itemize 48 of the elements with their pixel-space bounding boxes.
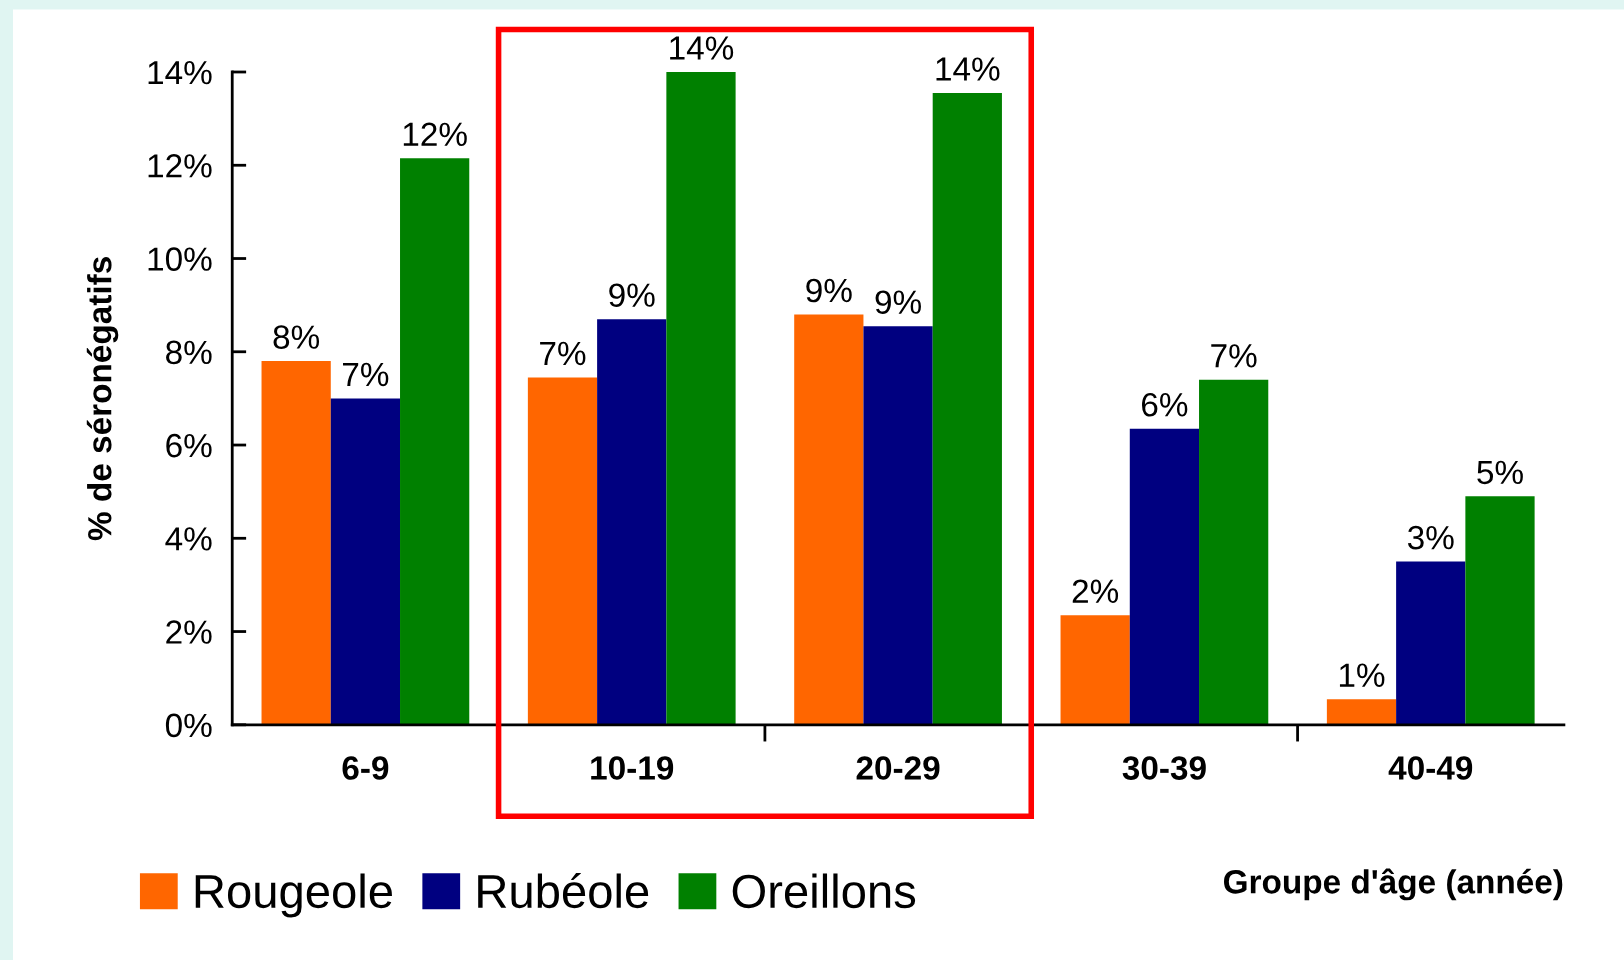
bar: [932, 92, 1002, 725]
bar: [863, 326, 933, 725]
y-tick-label: 6%: [166, 433, 212, 458]
data-label: 2%: [1072, 579, 1119, 603]
x-tick-label: 40-49: [1388, 756, 1473, 780]
bar: [527, 377, 598, 725]
data-label: 9%: [806, 278, 852, 303]
legend-label: Rubéole: [478, 872, 649, 909]
data-label: 7%: [540, 341, 586, 366]
x-tick-label: 30-39: [1122, 756, 1206, 780]
legend-label: Oreillons: [732, 873, 916, 909]
bar: [1129, 428, 1200, 725]
x-tick-label: 6-9: [342, 756, 389, 780]
y-tick-label: 14%: [148, 60, 212, 85]
x-axis-title: Groupe d'âge (année): [1224, 868, 1563, 901]
bar: [1060, 615, 1130, 725]
data-label: 7%: [343, 362, 389, 387]
y-tick-label: 0%: [165, 713, 212, 738]
data-label: 9%: [609, 283, 655, 307]
data-label: 14%: [936, 57, 1000, 81]
data-label: 14%: [670, 36, 734, 60]
bar: [1326, 699, 1397, 725]
bar: [261, 361, 331, 725]
y-tick-label: 8%: [166, 340, 212, 365]
legend-label: Rougeole: [195, 873, 392, 918]
bar: [597, 319, 667, 725]
y-axis-title: % de séronégatifs: [86, 257, 119, 541]
data-label: 9%: [875, 290, 921, 314]
bar: [1199, 379, 1269, 725]
bar: [330, 398, 401, 725]
bar: [400, 158, 470, 725]
data-label: 3%: [1407, 525, 1454, 550]
bar: [666, 72, 736, 725]
y-tick-label: 12%: [148, 154, 212, 178]
data-label: 8%: [273, 325, 320, 349]
data-label: 6%: [1142, 392, 1188, 417]
data-label: 5%: [1477, 460, 1523, 485]
bar: [1396, 561, 1466, 725]
bar: [1465, 496, 1535, 725]
data-label: 1%: [1339, 663, 1385, 687]
x-tick-label: 10-19: [591, 756, 674, 780]
y-tick-label: 2%: [166, 620, 212, 644]
y-tick-label: 10%: [148, 247, 212, 271]
data-label: 12%: [403, 122, 467, 146]
x-tick-label: 20-29: [856, 756, 940, 780]
y-tick-label: 4%: [165, 527, 212, 551]
data-label: 7%: [1211, 344, 1257, 368]
bar: [794, 314, 864, 725]
